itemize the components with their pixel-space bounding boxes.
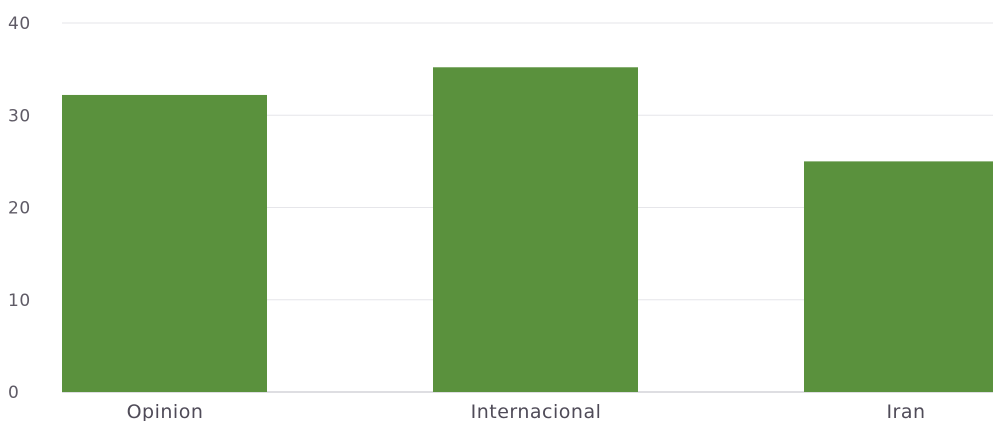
x-tick-label: Opinion [127,401,204,421]
y-tick-label: 0 [8,383,19,403]
y-tick-label: 20 [8,199,31,219]
x-axis-ticks: Opinion Internacional Iran [127,401,925,421]
bar-opinion[interactable] [62,94,267,392]
y-tick-label: 10 [8,291,31,311]
bar-iran[interactable] [804,161,993,392]
bar-internacional[interactable] [433,67,638,392]
y-tick-label: 30 [8,106,31,126]
x-tick-label: Internacional [471,401,602,421]
x-tick-label: Iran [886,401,925,421]
bars [62,67,993,392]
y-axis-ticks: 0 10 20 30 40 [8,14,31,403]
y-tick-label: 40 [8,14,31,34]
